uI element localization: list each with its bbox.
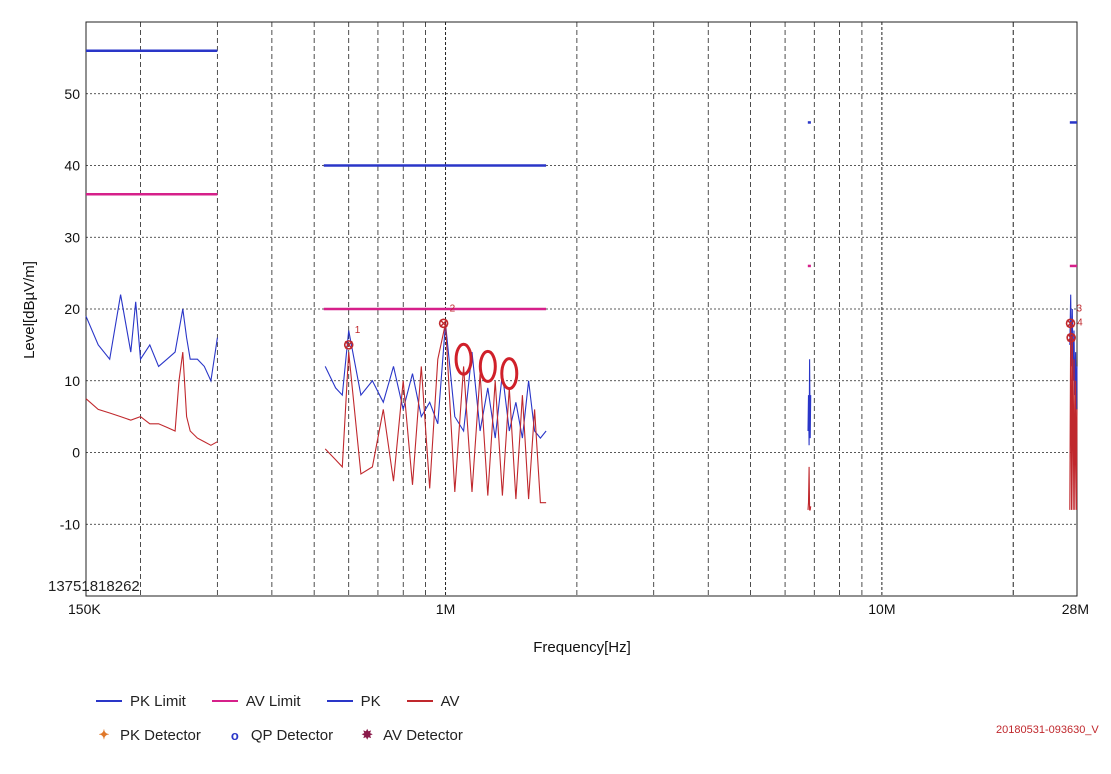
limit-lines — [86, 49, 1077, 311]
av-detector-marker-cross — [344, 340, 353, 349]
pk-trace — [807, 359, 812, 446]
legend-row-lines: PK Limit AV Limit PK AV — [96, 688, 526, 714]
x-axis-label: Frequency[Hz] — [533, 639, 631, 656]
legend-item-qp-detector: o QP Detector — [227, 727, 333, 744]
x-tick-labels: 150K 1M 10M 28M — [68, 601, 1089, 617]
emission-chart: 1 2 3 4 150K 1M 10M 28M -10 0 10 20 30 40 50 Frequen… — [21, 21, 1089, 656]
y-axis-label: Level[dBµV/m] — [21, 261, 38, 359]
highlight-circle — [500, 357, 519, 391]
legend-label: AV Limit — [245, 692, 301, 710]
av-detector-marker — [343, 340, 354, 350]
x-tick-label: 1M — [436, 601, 455, 617]
av-detector-marker — [1066, 332, 1076, 343]
x-tick-label: 28M — [1062, 601, 1089, 617]
legend-item-av: AV — [406, 692, 460, 710]
av-trace — [807, 466, 812, 511]
pk-trace — [85, 294, 218, 383]
grid — [86, 22, 1077, 596]
av-trace — [1069, 323, 1078, 510]
y-tick-label: 0 — [72, 445, 80, 461]
legend: PK Limit AV Limit PK AV ✦ PK Detector o … — [96, 688, 526, 756]
watermark-text: 13751818262 — [48, 578, 140, 595]
markers: 1 2 3 4 — [343, 303, 1083, 391]
legend-label: PK Limit — [130, 692, 186, 710]
pk-trace — [324, 323, 547, 439]
legend-item-pk: PK — [326, 692, 381, 710]
av-detector-marker-cross — [1066, 319, 1075, 328]
pk-detector-icon: ✦ — [98, 727, 110, 742]
x-tick-label: 10M — [868, 601, 895, 617]
legend-item-av-detector: ✸ AV Detector — [359, 727, 463, 744]
y-tick-label: 40 — [64, 158, 80, 174]
av-detector-marker-cross — [439, 319, 448, 328]
av-detector-marker — [438, 318, 449, 329]
highlight-circle — [478, 349, 497, 383]
av-trace — [324, 323, 547, 504]
qp-detector-icon: o — [230, 727, 239, 743]
y-tick-label: 20 — [64, 301, 80, 317]
marker-label: 1 — [355, 325, 361, 336]
y-tick-label: 10 — [64, 373, 80, 389]
marker-label: 2 — [450, 303, 456, 314]
marker-label: 3 — [1077, 303, 1083, 314]
av-detector-marker — [1065, 318, 1076, 329]
y-tick-label: 30 — [64, 229, 80, 245]
legend-label: AV Detector — [383, 726, 463, 744]
y-tick-label: -10 — [60, 516, 80, 532]
pk-swatch — [326, 700, 353, 702]
legend-item-av-limit: AV Limit — [211, 692, 301, 710]
legend-label: PK — [360, 692, 381, 710]
legend-label: QP Detector — [250, 726, 334, 744]
timestamp-label: 20180531-093630_V — [996, 724, 1099, 736]
legend-item-pk-detector: ✦ PK Detector — [96, 727, 201, 744]
y-tick-label: 50 — [64, 86, 80, 102]
av-detector-icon: ✸ — [361, 727, 373, 742]
av-limit-swatch — [211, 700, 238, 702]
series-lines — [85, 294, 1078, 511]
x-tick-label: 150K — [68, 601, 101, 617]
legend-item-pk-limit: PK Limit — [96, 693, 186, 710]
av-trace — [85, 352, 218, 446]
legend-label: AV — [440, 692, 460, 710]
marker-label: 4 — [1077, 318, 1083, 329]
av-swatch — [406, 700, 433, 702]
pk-limit-swatch — [96, 700, 122, 702]
y-tick-labels: -10 0 10 20 30 40 50 — [60, 86, 80, 533]
legend-row-detectors: ✦ PK Detector o QP Detector ✸ AV Detecto… — [96, 722, 526, 748]
av-detector-marker-cross — [1067, 333, 1076, 342]
highlight-circle — [454, 342, 473, 376]
legend-label: PK Detector — [120, 726, 201, 744]
